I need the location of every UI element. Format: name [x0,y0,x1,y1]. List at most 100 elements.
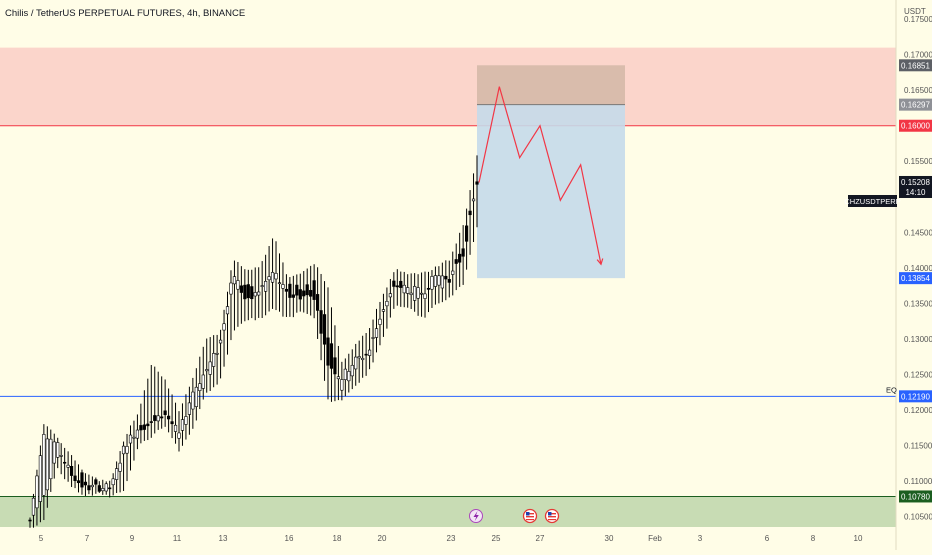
candle-body [329,343,334,369]
time-tick-label: 18 [333,534,342,543]
candle-body [35,475,39,509]
candle-body [184,416,188,425]
candle-body [69,466,74,476]
time-tick-label: 8 [811,534,816,543]
candle-body [465,225,469,242]
candle-body [288,283,292,298]
candle-body [73,475,77,482]
candle-body [433,275,438,287]
price-tick-label: 0.12000 [904,406,932,415]
candle-body [63,461,67,464]
demand-price-tag [899,490,932,503]
entry-price-tag-text: 0.16297 [901,101,930,110]
candle-body [257,291,261,296]
candle-body [350,364,354,377]
candle-body [218,339,223,344]
last-price-text: 0.15208 [901,178,930,187]
target-price-tag [899,272,932,285]
resistance-price-tag [899,119,932,132]
candle-body [28,519,32,522]
candle-body [316,294,320,311]
us-flag-event-icon[interactable] [522,508,538,524]
time-tick-label: 5 [39,534,44,543]
candle-body [104,483,108,492]
time-axis[interactable]: 5 7 9 11 13 16 18 20 23 25 27 30 Feb 3 6 8 10 [39,534,863,543]
candle-body [101,488,105,492]
candle-body [447,279,451,283]
currency-label: USDT [904,7,926,16]
candle-body [336,376,340,380]
price-tick-label: 0.11500 [904,441,932,450]
candle-body [274,273,278,280]
candle-body [378,318,382,325]
candle-body [381,309,386,312]
candle-body [80,472,84,488]
price-tick-label: 0.17500 [904,15,932,24]
candle-body [260,285,264,287]
target-area[interactable] [477,104,625,279]
price-tick-label: 0.12500 [904,370,932,379]
candle-body [347,371,351,382]
candle-body [31,497,36,516]
candle-body [281,284,285,289]
stop-loss-area[interactable] [477,65,625,105]
candle-body [395,285,399,288]
candle-body [212,353,216,367]
candle-body [83,481,88,486]
candle-body [322,314,327,345]
candle-body [343,368,347,380]
candle-body [419,292,424,295]
candle-body [149,421,153,423]
us-flag-event-icon[interactable] [544,508,560,524]
price-tick-label: 0.17000 [904,51,932,60]
candle-body [205,369,209,372]
candle-body [468,210,472,216]
candle-body [440,275,444,289]
price-tags: 0.16851 0.16297 0.16000 CHZUSDTPERP 0.15… [844,59,932,503]
time-tick-label: 27 [536,534,545,543]
candle-body [201,374,205,389]
candle-body [118,462,122,472]
price-tick-label: 0.14500 [904,228,932,237]
candle-body [90,484,94,488]
candle-body [340,379,344,391]
candle-body [121,445,126,455]
candle-body [222,323,226,331]
candle-body [371,337,375,339]
price-tick-label: 0.11000 [904,477,932,486]
candle-body [333,357,337,375]
candle-body [409,292,413,295]
candle-body [160,416,164,419]
candle-body [454,259,458,264]
candle-body [128,434,133,444]
candle-body [416,287,420,299]
stop-price-tag-text: 0.16851 [901,61,930,70]
time-tick-label: 23 [447,534,456,543]
price-axis[interactable]: 0.17500 0.17000 0.16500 0.15500 0.14500 0.140… [904,15,932,521]
candle-body [132,436,136,439]
candle-body [250,286,254,300]
demand-zone[interactable] [0,496,896,527]
candle-body [191,391,195,410]
projection-path[interactable] [478,86,602,265]
candle-body [170,421,174,425]
candle-body [388,293,392,298]
eq-price-tag [899,390,932,403]
candle-body [177,432,181,439]
lightning-event-icon[interactable] [469,509,483,523]
time-tick-label: 16 [285,534,294,543]
candles [28,155,479,528]
time-tick-label: 30 [605,534,614,543]
supply-zone[interactable] [0,47,896,126]
event-icons [469,508,560,524]
symbol-tag-text: CHZUSDTPERP [844,197,900,206]
time-tick-label: 25 [492,534,501,543]
candle-body [364,353,368,356]
candle-body [66,464,70,468]
stop-price-tag [899,59,932,72]
price-tick-label: 0.13500 [904,299,932,308]
candle-body [94,479,98,485]
price-tick-label: 0.10500 [904,512,932,521]
